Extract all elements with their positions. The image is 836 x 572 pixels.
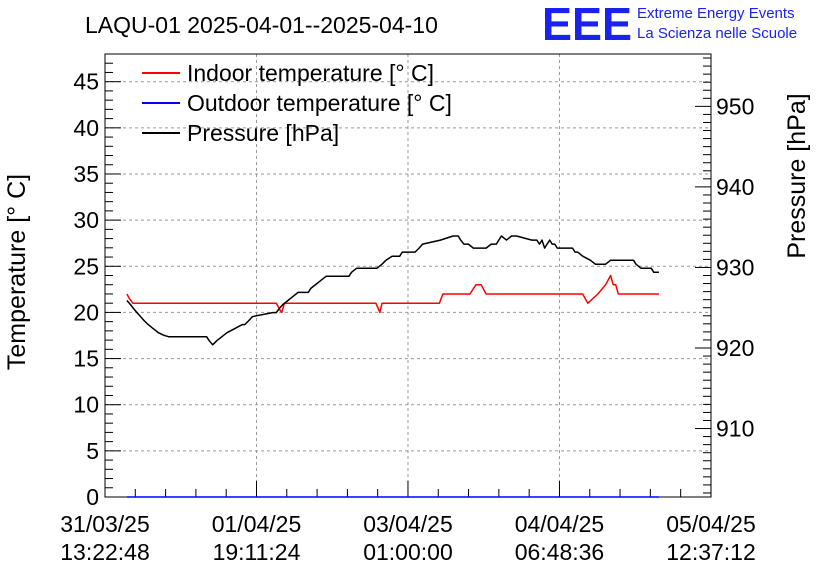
y-left-tick-label: 10 bbox=[73, 392, 99, 418]
legend-label: Outdoor temperature [° C] bbox=[187, 90, 452, 116]
x-tick-label-time: 13:22:48 bbox=[60, 539, 150, 565]
y-left-tick-label: 25 bbox=[73, 253, 99, 279]
eee-logo-letters: EEE bbox=[542, 0, 632, 50]
y-right-tick-label: 950 bbox=[716, 93, 754, 119]
eee-logo-line2: La Scienza nelle Scuole bbox=[637, 25, 797, 42]
x-tick-label-time: 01:00:00 bbox=[363, 539, 453, 565]
y-left-tick-label: 35 bbox=[73, 161, 99, 187]
legend: Indoor temperature [° C] Outdoor temperat… bbox=[142, 60, 452, 146]
x-tick-label-date: 01/04/25 bbox=[212, 511, 302, 537]
series-layer bbox=[126, 235, 659, 498]
series-line bbox=[126, 274, 659, 314]
x-tick-label-time: 06:48:36 bbox=[515, 539, 605, 565]
y-right-tick-label: 940 bbox=[716, 174, 754, 200]
y-right-axis-title: Pressure [hPa] bbox=[783, 93, 811, 258]
x-tick-label-date: 31/03/25 bbox=[60, 511, 150, 537]
y-left-tick-label: 45 bbox=[73, 69, 99, 95]
axes: 0 5 10 15 20 25 30 35 40 45 910 920 930 940 950 31/03/2… bbox=[60, 53, 756, 565]
y-left-tick-label: 5 bbox=[86, 438, 99, 464]
y-left-tick-label: 30 bbox=[73, 207, 99, 233]
x-tick-label-date: 04/04/25 bbox=[515, 511, 605, 537]
y-right-tick-label: 910 bbox=[716, 416, 754, 442]
series-line bbox=[126, 235, 659, 346]
chart-title: LAQU-01 2025-04-01--2025-04-10 bbox=[85, 12, 438, 38]
grid bbox=[105, 54, 711, 497]
eee-logo-line1: Extreme Energy Events bbox=[637, 5, 795, 22]
y-left-tick-label: 15 bbox=[73, 346, 99, 372]
y-left-axis-title: Temperature [° C] bbox=[3, 174, 31, 370]
legend-label: Indoor temperature [° C] bbox=[187, 60, 434, 86]
y-right-tick-label: 930 bbox=[716, 254, 754, 280]
x-tick-label-date: 03/04/25 bbox=[363, 511, 453, 537]
x-tick-label-date: 05/04/25 bbox=[666, 511, 756, 537]
x-tick-label-time: 12:37:12 bbox=[666, 539, 756, 565]
legend-label: Pressure [hPa] bbox=[187, 120, 339, 146]
y-left-tick-label: 40 bbox=[73, 115, 99, 141]
y-left-tick-label: 20 bbox=[73, 299, 99, 325]
y-left-tick-label: 0 bbox=[86, 484, 99, 510]
y-right-tick-label: 920 bbox=[716, 335, 754, 361]
eee-logo: EEE Extreme Energy Events La Scienza nel… bbox=[542, 0, 797, 50]
x-tick-label-time: 19:11:24 bbox=[213, 539, 301, 565]
